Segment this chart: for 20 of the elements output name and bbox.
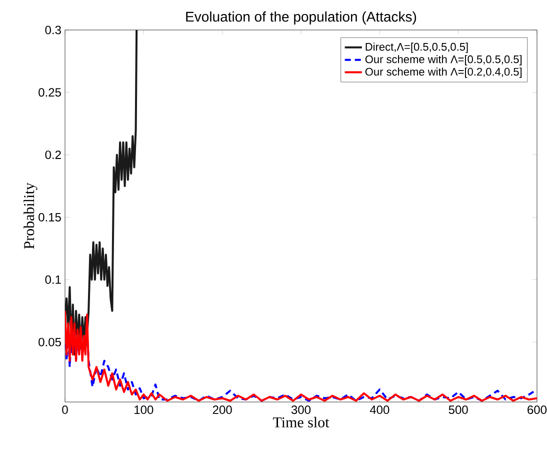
x-tick-label: 300 bbox=[291, 406, 311, 414]
y-tick-label: 0.15 bbox=[38, 212, 61, 222]
legend-label: Direct,Λ=[0.5,0.5,0.5] bbox=[366, 42, 468, 53]
line-series bbox=[65, 30, 138, 356]
x-tick-label: 400 bbox=[370, 406, 390, 414]
x-axis-title: Time slot bbox=[272, 416, 330, 428]
x-tick-label: 100 bbox=[134, 406, 154, 414]
x-tick-label: 600 bbox=[528, 406, 547, 414]
chart-title: Evoluation of the population (Attacks) bbox=[186, 11, 416, 24]
x-tick-label: 200 bbox=[212, 406, 232, 414]
legend-label: Our scheme with Λ=[0.5,0.5,0.5] bbox=[365, 55, 522, 66]
y-axis-title: Probability bbox=[24, 182, 38, 249]
x-tick-label: 0 bbox=[62, 406, 68, 414]
y-tick-label: 0.3 bbox=[45, 26, 61, 34]
y-tick-label: 0.2 bbox=[45, 150, 61, 160]
legend-label: Our scheme with Λ=[0.2,0.4,0.5] bbox=[365, 68, 522, 78]
x-tick-label: 500 bbox=[448, 406, 468, 414]
y-tick-label: 0.1 bbox=[45, 275, 61, 284]
y-tick-label: 0.25 bbox=[38, 88, 61, 97]
y-tick-label: 0.05 bbox=[38, 338, 61, 346]
